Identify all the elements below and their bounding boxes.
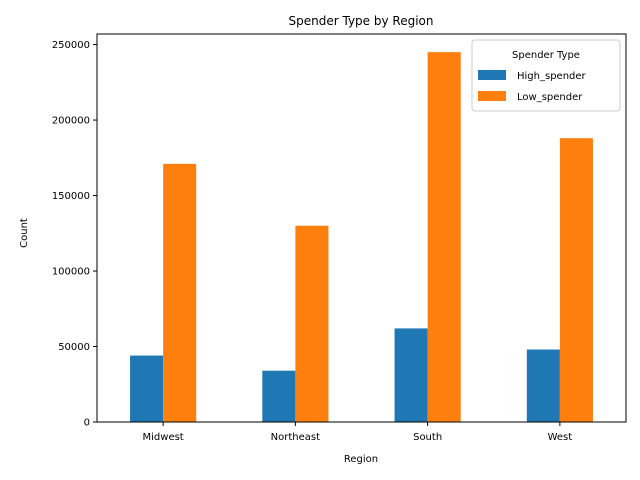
bar-low-spender-midwest (163, 163, 197, 422)
legend-frame (471, 39, 621, 112)
legend-label: High_spender (517, 71, 587, 82)
y-axis-title: Count (19, 218, 30, 248)
x-tick-label: Midwest (143, 432, 184, 443)
bar-low-spender-west (559, 138, 593, 423)
bar-high-spender-northeast (262, 370, 296, 422)
bar-low-spender-northeast (295, 225, 329, 422)
bar-high-spender-midwest (130, 355, 164, 422)
y-tick-label: 50000 (58, 342, 90, 353)
x-tick-label: South (413, 432, 442, 443)
x-tick-label: West (548, 432, 573, 443)
bar-high-spender-south (394, 328, 428, 422)
chart-title: Spender Type by Region (289, 14, 434, 28)
legend-swatch (478, 91, 506, 101)
legend: Spender Type High_spender Low_spender (471, 39, 621, 112)
legend-label: Low_spender (517, 92, 583, 103)
plot-area (96, 33, 627, 423)
legend-title: Spender Type (512, 50, 580, 61)
y-tick-label: 200000 (52, 116, 90, 127)
x-axis: Midwest Northeast South West (143, 422, 573, 443)
legend-swatch (478, 70, 506, 80)
y-tick-label: 150000 (52, 191, 90, 202)
x-axis-title: Region (344, 454, 378, 465)
bar-low-spender-south (427, 52, 461, 423)
plot-frame (96, 33, 627, 423)
y-tick-label: 0 (84, 418, 90, 429)
y-axis: 0 50000 100000 150000 200000 250000 (52, 40, 97, 429)
y-tick-label: 100000 (52, 267, 90, 278)
bar-high-spender-west (526, 349, 560, 422)
x-tick-label: Northeast (271, 432, 320, 443)
y-tick-label: 250000 (52, 40, 90, 51)
